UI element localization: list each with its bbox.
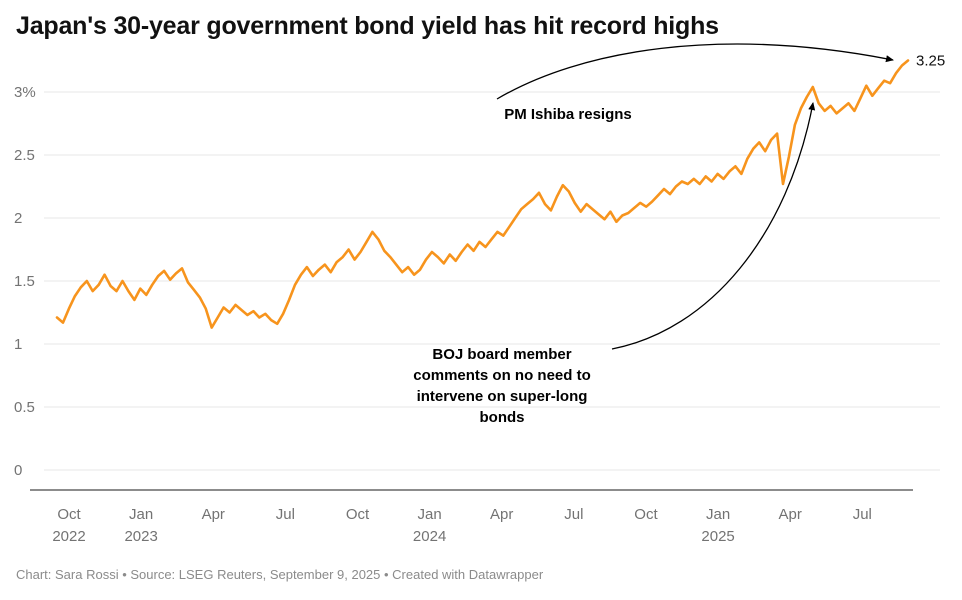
x-tick-month: Oct — [57, 506, 81, 523]
x-tick-month: Oct — [634, 506, 658, 523]
y-axis-labels: 3% 2.5 2 1.5 1 0.5 0 — [14, 84, 36, 479]
chart-footer: Chart: Sara Rossi • Source: LSEG Reuters… — [16, 567, 544, 582]
x-axis-labels: Oct 2022 Jan 2023 Apr Jul Oct Jan 2024 Apr Jul Oct J… — [52, 506, 872, 545]
chart-title: Japan's 30-year government bond yield ha… — [16, 12, 719, 40]
x-tick-month: Apr — [490, 506, 513, 523]
x-tick-month: Oct — [346, 506, 370, 523]
boj-arrow — [611, 102, 816, 350]
x-tick-month: Jan — [706, 506, 730, 523]
x-tick-month: Jul — [276, 506, 295, 523]
x-tick-month: Apr — [779, 506, 802, 523]
y-tick-label: 2 — [14, 210, 22, 227]
x-tick-year: 2022 — [52, 528, 85, 545]
y-tick-label: 1.5 — [14, 273, 35, 290]
gridlines — [44, 91, 940, 471]
x-tick-year: 2025 — [701, 528, 734, 545]
yield-line-series[interactable] — [55, 59, 910, 329]
annotation-pm-ishiba: PM Ishiba resigns — [504, 106, 632, 123]
x-tick-year: 2023 — [124, 528, 157, 545]
y-tick-label: 1 — [14, 336, 22, 353]
y-tick-label: 0.5 — [14, 399, 35, 416]
x-tick-month: Jul — [564, 506, 583, 523]
x-tick-month: Jan — [129, 506, 153, 523]
x-tick-year: 2024 — [413, 528, 446, 545]
y-tick-label: 3% — [14, 84, 36, 101]
end-value-label: 3.25 — [916, 53, 945, 70]
x-tick-month: Apr — [202, 506, 225, 523]
y-tick-label: 0 — [14, 462, 22, 479]
pm-ishiba-arrow — [496, 43, 894, 100]
x-tick-month: Jul — [853, 506, 872, 523]
x-tick-month: Jan — [418, 506, 442, 523]
annotation-boj: BOJ board member comments on no need to … — [413, 346, 591, 426]
y-tick-label: 2.5 — [14, 147, 35, 164]
